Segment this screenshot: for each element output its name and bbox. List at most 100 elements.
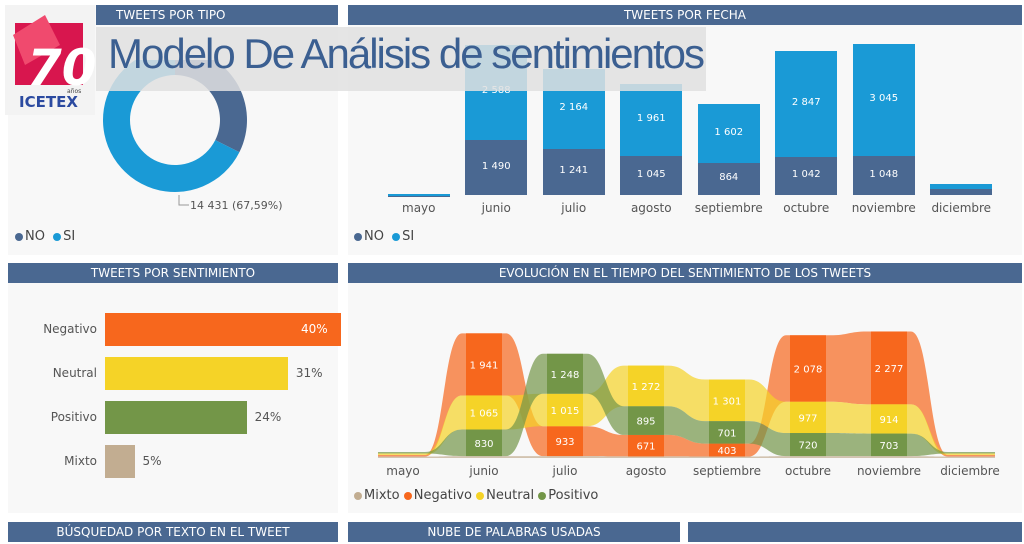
data-label: 1 065 xyxy=(470,408,499,419)
legend-item-positivo[interactable]: Positivo xyxy=(538,488,598,503)
panel-title-evolucion: EVOLUCIÓN EN EL TIEMPO DEL SENTIMIENTO D… xyxy=(348,263,1022,283)
bar-si-mayo[interactable] xyxy=(387,193,450,196)
bar-no-mayo[interactable] xyxy=(387,195,450,197)
data-label: 701 xyxy=(717,428,736,439)
legend-item-negativo[interactable]: Negativo xyxy=(403,488,472,503)
data-label: 2 078 xyxy=(794,365,823,376)
bar-no-agosto[interactable] xyxy=(620,156,683,195)
area-point-negativo[interactable] xyxy=(790,335,826,402)
panel-title-nube: NUBE DE PALABRAS USADAS xyxy=(348,522,680,542)
area-point-neutral[interactable] xyxy=(466,395,502,430)
svg-text:70: 70 xyxy=(27,39,95,97)
bar-value-label: 40% xyxy=(301,322,328,336)
x-tick-label: julio xyxy=(561,201,587,215)
data-label: 1 272 xyxy=(632,382,661,393)
area-point-positivo[interactable] xyxy=(790,433,826,457)
bar-si-diciembre[interactable] xyxy=(930,183,993,190)
area-point-neutral[interactable] xyxy=(871,404,907,434)
bar-label: 1 961 xyxy=(636,113,666,125)
legend-fecha: NO SI xyxy=(354,229,414,244)
panel-title-busqueda: BÚSQUEDAD POR TEXTO EN EL TWEET xyxy=(8,522,338,542)
donut-label-si: 14 431 (67,59%) xyxy=(190,199,283,212)
bar-no-julio[interactable] xyxy=(542,149,605,195)
bar-no-diciembre[interactable] xyxy=(930,189,993,195)
x-tick-label: diciembre xyxy=(940,464,1000,478)
bar-label: 1 241 xyxy=(559,165,589,177)
area-point-neutral[interactable] xyxy=(628,365,664,407)
legend-item-no[interactable]: NO xyxy=(15,229,45,244)
bar-label: 1 048 xyxy=(869,168,899,180)
category-label: Mixto xyxy=(64,454,97,468)
area-point-positivo[interactable] xyxy=(466,429,502,457)
legend-item-si[interactable]: SI xyxy=(392,229,414,244)
area-point-positivo[interactable] xyxy=(871,433,907,457)
data-label: 2 277 xyxy=(875,364,904,375)
x-tick-label: mayo xyxy=(402,201,436,215)
data-label: 830 xyxy=(474,439,493,450)
legend-item-neutral[interactable]: Neutral xyxy=(476,488,534,503)
bar-si-septiembre[interactable] xyxy=(697,103,760,164)
bar-chart-sentimiento: Negativo 40% Neutral 31% Positivo 24% Mixto 5% xyxy=(8,305,341,485)
donut-slice-si[interactable] xyxy=(103,60,240,192)
bar-label: 1 602 xyxy=(714,126,744,138)
area-point-neutral[interactable] xyxy=(547,393,583,427)
bar-no-noviembre[interactable] xyxy=(852,156,915,195)
bar-si-noviembre[interactable] xyxy=(852,43,915,157)
area-point-negativo[interactable] xyxy=(709,443,745,457)
data-label: 720 xyxy=(798,441,817,452)
bar-mixto[interactable] xyxy=(105,445,135,478)
area-chart-evolucion: 1 941 933 671 403 2 078 2 277 1 065 1 015 1 272 1… xyxy=(378,331,1000,478)
bar-neutral[interactable] xyxy=(105,357,288,390)
data-label: 895 xyxy=(636,417,655,428)
bar-label: 2 164 xyxy=(559,102,589,114)
bar-si-octubre[interactable] xyxy=(775,51,838,157)
bar-label: 3 045 xyxy=(869,93,899,105)
area-point-negativo[interactable] xyxy=(628,434,664,457)
area-positivo[interactable] xyxy=(378,353,995,457)
area-neutral[interactable] xyxy=(378,365,995,455)
title-band xyxy=(96,27,706,91)
data-label: 1 941 xyxy=(470,360,499,371)
category-label: Positivo xyxy=(50,410,97,424)
area-point-neutral[interactable] xyxy=(709,379,745,422)
legend-item-si[interactable]: SI xyxy=(53,229,75,244)
bar-no-septiembre[interactable] xyxy=(697,163,760,195)
legend-tipo: NO SI xyxy=(15,229,75,244)
data-label: 403 xyxy=(717,446,736,457)
area-point-neutral[interactable] xyxy=(790,401,826,434)
category-label: Negativo xyxy=(43,322,97,336)
bar-negativo[interactable] xyxy=(105,313,341,346)
bar-no-octubre[interactable] xyxy=(775,156,838,195)
bar-value-label: 5% xyxy=(142,454,162,468)
bar-label: 1 490 xyxy=(481,160,511,172)
bar-label: 1 042 xyxy=(791,168,821,180)
x-tick-label: diciembre xyxy=(931,201,992,215)
x-tick-label: mayo xyxy=(386,464,420,478)
bar-label: 1 045 xyxy=(636,168,666,180)
legend-item-no[interactable]: NO xyxy=(354,229,384,244)
area-point-positivo[interactable] xyxy=(628,406,664,435)
panel-title-extra xyxy=(688,522,1022,542)
page-title: Modelo De Análisis de sentimientos xyxy=(108,30,705,77)
x-tick-label: agosto xyxy=(630,201,672,215)
x-tick-label: octubre xyxy=(783,201,830,215)
logo-icon: 70 años ICETEX xyxy=(13,15,97,111)
area-point-negativo[interactable] xyxy=(547,426,583,457)
area-point-negativo[interactable] xyxy=(466,333,502,396)
area-mixto[interactable] xyxy=(378,456,995,458)
x-tick-label: junio xyxy=(481,201,511,215)
bar-positivo[interactable] xyxy=(105,401,247,434)
area-point-positivo[interactable] xyxy=(709,421,745,444)
bar-label: 864 xyxy=(719,172,739,184)
bar-si-agosto[interactable] xyxy=(620,84,683,157)
x-tick-label: julio xyxy=(552,464,578,478)
data-label: 914 xyxy=(879,415,898,426)
panel-title-tipo: TWEETS POR TIPO xyxy=(96,5,338,25)
bar-value-label: 24% xyxy=(254,410,282,424)
area-point-positivo[interactable] xyxy=(547,353,583,394)
area-point-negativo[interactable] xyxy=(871,331,907,405)
x-tick-label: septiembre xyxy=(694,201,763,215)
bar-no-junio[interactable] xyxy=(465,140,528,195)
legend-item-mixto[interactable]: Mixto xyxy=(354,488,400,503)
data-label: 1 015 xyxy=(551,406,580,417)
